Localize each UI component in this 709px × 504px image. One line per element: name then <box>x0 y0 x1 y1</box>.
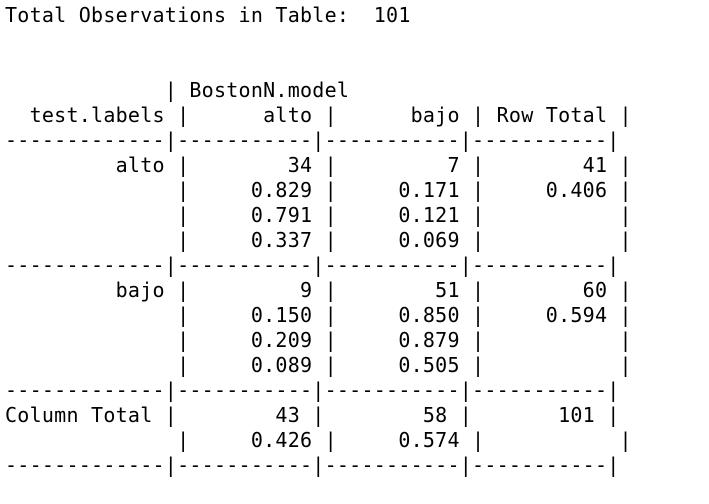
table-row: | 0.150 | 0.850 | 0.594 | <box>5 303 632 327</box>
crosstab-header-model: | BostonN.model <box>5 78 350 102</box>
table-row: | 0.829 | 0.171 | 0.406 | <box>5 178 632 202</box>
crosstab-header-columns: test.labels | alto | bajo | Row Total | <box>5 103 632 127</box>
table-row: bajo | 9 | 51 | 60 | <box>5 278 632 302</box>
table-row: | 0.089 | 0.505 | | <box>5 353 632 377</box>
table-row: | 0.209 | 0.879 | | <box>5 328 632 352</box>
table-divider: -------------|-----------|-----------|--… <box>5 378 620 402</box>
table-row: | 0.791 | 0.121 | | <box>5 203 632 227</box>
console-output: Total Observations in Table: 101 | Bosto… <box>5 3 632 478</box>
table-row: | 0.337 | 0.069 | | <box>5 228 632 252</box>
console-line <box>5 53 632 78</box>
table-row: | 0.426 | 0.574 | | <box>5 428 632 452</box>
table-divider: -------------|-----------|-----------|--… <box>5 128 620 152</box>
table-row: Column Total | 43 | 58 | 101 | <box>5 403 620 427</box>
table-divider: -------------|-----------|-----------|--… <box>5 453 620 477</box>
table-row: alto | 34 | 7 | 41 | <box>5 153 632 177</box>
console-line <box>5 28 632 53</box>
console-line: Total Observations in Table: 101 <box>5 3 411 27</box>
table-divider: -------------|-----------|-----------|--… <box>5 253 620 277</box>
